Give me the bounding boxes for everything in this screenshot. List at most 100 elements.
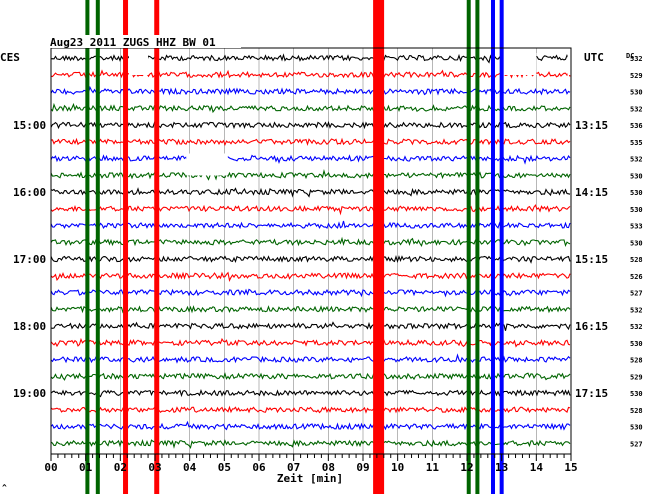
x-tick-label: 01	[79, 461, 93, 474]
trace-row	[50, 353, 571, 364]
trace-row	[50, 271, 571, 282]
trace-row	[50, 337, 571, 348]
trace-row	[50, 388, 571, 398]
event-bar	[85, 0, 90, 494]
trace-row	[50, 169, 571, 181]
trace-row	[50, 203, 571, 216]
right-hour-labels: 13:15 14:15 15:15 16:15 17:15	[575, 119, 608, 400]
dc-value: 532	[630, 306, 643, 314]
trace-row	[50, 236, 571, 247]
trace-row	[50, 187, 571, 198]
dc-value: 528	[630, 407, 643, 415]
x-tick-label: 13	[495, 461, 508, 474]
right-hour-label: 17:15	[575, 387, 608, 400]
dc-value: 528	[630, 256, 643, 264]
data-gap	[186, 153, 228, 176]
x-tick-label: 07	[287, 461, 300, 474]
trace-row	[50, 254, 571, 264]
dc-value: 530	[630, 390, 643, 398]
x-tick-label: 09	[356, 461, 369, 474]
x-axis: 00 01 02 03 04 05 06 07 08 09 10 11 12 13 14 15	[44, 454, 578, 474]
data-gap	[567, 53, 571, 75]
right-hour-label: 15:15	[575, 253, 608, 266]
dc-value: 527	[630, 440, 643, 448]
right-timezone-label: UTC	[584, 51, 604, 64]
x-tick-label: 03	[148, 461, 161, 474]
chart-title: Aug23 2011 ZUGS HHZ BW 01	[50, 36, 216, 49]
left-timezone-label: CES	[0, 51, 20, 64]
trace-row	[50, 372, 571, 381]
dc-value: 532	[630, 105, 643, 113]
event-bar	[123, 0, 129, 494]
data-gap	[501, 53, 537, 75]
x-tick-label: 10	[391, 461, 404, 474]
event-bar	[466, 0, 471, 494]
dc-value: 536	[630, 122, 643, 130]
x-tick-label: 04	[183, 461, 197, 474]
dc-value: 533	[630, 223, 643, 231]
dc-value: 532	[630, 55, 643, 63]
dc-value: 530	[630, 424, 643, 432]
left-hour-label: 19:00	[13, 387, 46, 400]
event-bar	[373, 0, 385, 494]
trace-row	[50, 121, 571, 130]
data-gap	[129, 53, 149, 75]
x-tick-label: 11	[426, 461, 440, 474]
dc-value: 529	[630, 373, 643, 381]
trace-row	[50, 219, 571, 230]
trace-row	[50, 305, 571, 314]
left-hour-label: 15:00	[13, 119, 46, 132]
dc-value: 529	[630, 72, 643, 80]
right-hour-label: 16:15	[575, 320, 608, 333]
right-hour-label: 13:15	[575, 119, 608, 132]
plot-frame	[50, 47, 572, 455]
trace-row	[50, 69, 571, 79]
dc-value: 535	[630, 139, 643, 147]
dc-value: 530	[630, 189, 643, 197]
dc-header-label: DC	[626, 52, 634, 60]
title-background	[49, 35, 241, 48]
trace-row	[50, 102, 571, 114]
x-tick-label: 06	[252, 461, 266, 474]
trace-row	[50, 405, 571, 414]
footer-mark: ^	[2, 483, 7, 492]
dc-value: 530	[630, 239, 643, 247]
left-hour-label: 16:00	[13, 186, 46, 199]
x-tick-label: 02	[114, 461, 127, 474]
x-axis-label: Zeit [min]	[277, 472, 343, 485]
x-tick-label: 14	[530, 461, 544, 474]
trace-row	[50, 321, 571, 331]
event-bar	[491, 0, 495, 494]
x-tick-label: 00	[44, 461, 57, 474]
event-bar	[154, 0, 160, 494]
event-bars	[85, 0, 504, 494]
event-bar	[475, 0, 480, 494]
dc-value: 530	[630, 89, 643, 97]
dc-value: 527	[630, 290, 643, 298]
left-hour-label: 17:00	[13, 253, 46, 266]
trace-row	[50, 420, 571, 431]
event-bar	[499, 0, 504, 494]
right-hour-label: 14:15	[575, 186, 608, 199]
x-tick-label: 08	[322, 461, 335, 474]
trace-row	[50, 152, 571, 165]
x-tick-label: 15	[564, 461, 577, 474]
x-tick-label: 05	[218, 461, 231, 474]
trace-row	[50, 85, 571, 96]
dc-value: 530	[630, 206, 643, 214]
trace-row	[50, 137, 571, 147]
dc-value: 528	[630, 357, 643, 365]
dc-value: 532	[630, 323, 643, 331]
x-tick-label: 12	[460, 461, 473, 474]
dc-value-labels: 532 529 530 532 536 535 532 530 530 530 533 530 528 5…	[630, 55, 643, 448]
left-hour-label: 18:00	[13, 320, 46, 333]
dc-value: 526	[630, 273, 643, 281]
left-hour-labels: 15:00 16:00 17:00 18:00 19:00	[13, 119, 46, 400]
dc-value: 532	[630, 156, 643, 164]
trace-row	[50, 288, 571, 298]
trace-rows	[50, 53, 571, 450]
trace-row	[50, 439, 571, 450]
data-gaps	[129, 53, 571, 176]
